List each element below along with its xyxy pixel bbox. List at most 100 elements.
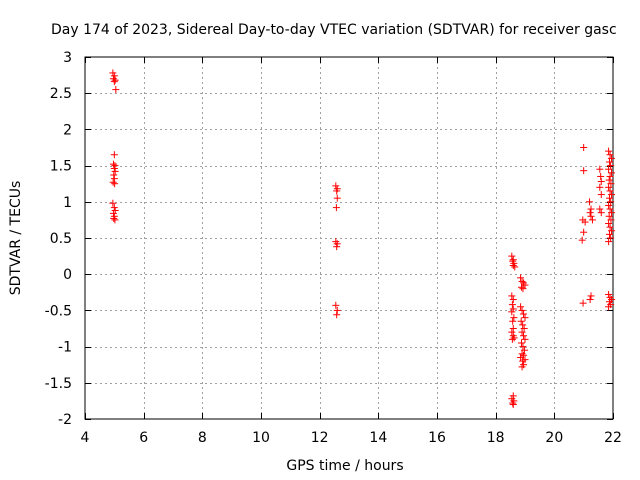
data-point [580,228,588,236]
y-axis-label: SDTVAR / TECUs [8,181,24,296]
data-point [111,180,119,188]
y-tick-label: -1 [58,340,72,356]
y-tick-label: 2 [63,122,72,138]
data-point [605,194,613,202]
data-point [509,325,517,332]
x-tick-label: 6 [139,430,148,446]
data-point [520,346,528,354]
data-point [580,167,588,175]
data-point [605,303,613,311]
data-point [509,296,517,304]
data-point [581,218,589,226]
data-point [605,176,613,184]
x-tick-label: 4 [81,430,90,446]
data-point [111,206,119,214]
data-point [509,392,517,400]
data-point [587,205,595,213]
data-point [110,164,118,172]
data-point [110,214,118,222]
data-point [587,212,595,220]
data-point [520,332,528,340]
data-point [606,151,614,159]
data-point [517,283,525,291]
data-point [110,78,118,86]
data-point [333,311,341,319]
tick-layer: 4 6 8 10 12 14 16 18 20 22 -2 -1.5 -1 -0.5 0 0.5 1 1.5 2 2.… [45,50,622,446]
data-point [518,328,526,336]
data-point [111,167,119,175]
data-point [109,160,117,168]
data-point [508,301,516,309]
points-layer [109,69,616,409]
x-tick-label: 10 [252,430,270,446]
data-point [510,334,518,342]
data-point [607,216,615,224]
y-tick-label: 0.5 [50,231,72,247]
data-point [606,187,614,195]
x-tick-label: 8 [198,430,207,446]
data-point [605,298,613,306]
data-point [333,240,341,248]
data-point [517,317,525,325]
data-point [109,178,117,186]
data-point [110,171,118,179]
data-point [605,238,613,246]
data-point [518,277,526,285]
data-point [605,147,613,155]
data-point [605,158,613,166]
x-tick-label: 22 [604,430,622,446]
data-point [517,353,525,361]
data-point [519,343,527,351]
data-point [508,328,516,336]
data-point [518,363,526,371]
x-tick-label: 18 [487,430,505,446]
data-point [332,182,340,190]
y-tick-label: 0 [63,267,72,283]
data-point [517,339,525,347]
data-point [521,281,529,289]
data-point [518,350,526,358]
data-point [597,178,605,186]
data-point [607,234,615,242]
x-axis-label: GPS time / hours [286,458,403,474]
data-point [608,169,616,177]
data-point [605,212,613,220]
data-point [509,399,517,407]
y-tick-label: 2.5 [50,86,72,102]
data-point [511,263,519,271]
data-point [109,69,117,77]
data-point [509,305,517,313]
chart-title: Day 174 of 2023, Sidereal Day-to-day VTE… [51,22,617,38]
data-point [579,299,587,307]
data-point [109,75,117,83]
x-tick-label: 14 [369,430,387,446]
data-point [578,236,586,244]
data-point [608,191,616,199]
data-point [519,321,527,329]
data-point [606,223,614,231]
y-tick-label: 1.5 [50,159,72,175]
data-point [509,401,517,409]
data-point [521,314,529,322]
data-point [608,154,616,162]
data-point [586,198,594,206]
data-point [508,335,516,343]
data-point [519,357,527,365]
data-point [520,325,528,332]
data-point [517,303,525,311]
data-point [332,301,340,309]
y-tick-label: 3 [63,50,72,66]
data-point [519,285,527,293]
data-point [509,317,517,325]
plot-frame [84,56,614,420]
data-point [587,292,595,300]
data-point [508,252,516,260]
data-point [518,306,526,314]
data-point [596,165,604,173]
y-tick-label: 1 [63,195,72,211]
data-point [607,162,615,170]
data-point [333,187,341,195]
data-point [112,86,120,94]
data-point [608,227,616,235]
